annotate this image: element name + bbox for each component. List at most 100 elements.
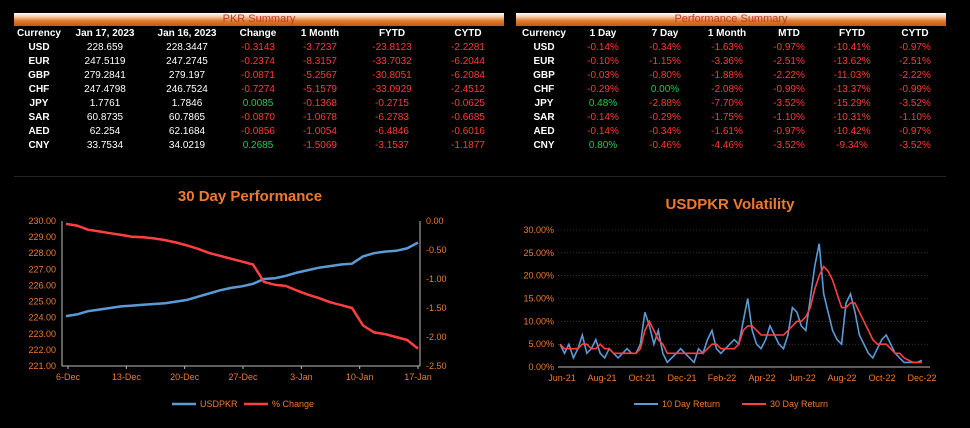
- currency-code: GBP: [533, 69, 555, 81]
- table-row: JPY 0.48% -2.88% -7.70% -3.52% -15.29% -3.52%: [516, 96, 946, 110]
- table-cell: -0.1368: [303, 97, 337, 109]
- y-left-tick-label: 230.00: [28, 216, 56, 226]
- table-row: CHF -0.29% 0.00% -2.08% -0.99% -13.37% -0.99%: [516, 82, 946, 96]
- table-cell: 247.2745: [166, 55, 208, 67]
- y-right-tick-label: -2.50: [426, 361, 447, 371]
- table-cell: 0.2685: [242, 139, 274, 151]
- thirty-day-performance-chart: 221.00 222.00 223.00 224.00 225.00 226.00 227.…: [28, 216, 447, 409]
- table-cell: -1.15%: [649, 55, 681, 67]
- table-cell: -2.2281: [451, 41, 485, 53]
- table-cell: -0.99%: [773, 83, 805, 95]
- table-cell: 279.197: [168, 69, 206, 81]
- currency-code: EUR: [28, 55, 50, 67]
- x-tick-label: Oct-22: [868, 373, 895, 383]
- table-row: CNY 0.80% -0.46% -4.46% -3.52% -9.34% -3.52%: [516, 138, 946, 152]
- table-cell: 228.659: [86, 41, 124, 53]
- pkr-summary-banner: PKR Summary: [14, 13, 504, 26]
- table-cell: -0.03%: [587, 69, 619, 81]
- table-cell: 0.80%: [588, 139, 618, 151]
- table-cell: -0.80%: [649, 69, 681, 81]
- x-tick-label: Aug-21: [587, 373, 616, 383]
- column-header: Currency: [522, 28, 566, 39]
- table-cell: 62.1684: [168, 125, 206, 137]
- y-right-tick-label: -0.50: [426, 245, 447, 255]
- table-cell: -3.7237: [303, 41, 337, 53]
- table-cell: -0.3143: [241, 41, 275, 53]
- currency-code: SAR: [533, 111, 555, 123]
- table-cell: -4.46%: [711, 139, 743, 151]
- table-cell: -1.10%: [773, 111, 805, 123]
- x-tick-label: 3-Jan: [290, 372, 313, 382]
- series-line-10dayreturn: [559, 243, 923, 364]
- table-cell: -11.03%: [833, 69, 871, 81]
- table-cell: -13.62%: [833, 55, 871, 67]
- table-cell: -1.0678: [303, 111, 337, 123]
- table-cell: -0.97%: [773, 125, 805, 137]
- table-cell: -1.1877: [451, 139, 485, 151]
- series-line-usdpkr: [65, 241, 419, 318]
- table-cell: -0.0870: [241, 111, 275, 123]
- performance-summary-table: Currency 1 Day 7 Day 1 Month MTD FYTD CYTD USD…: [516, 27, 946, 152]
- y-tick-label: 30.00%: [523, 225, 554, 235]
- chart2-title: USDPKR Volatility: [665, 196, 795, 213]
- table-cell: -10.31%: [833, 111, 871, 123]
- performance-summary-banner: Performance Summary: [516, 13, 946, 26]
- y-right-tick-label: 0.00: [426, 216, 444, 226]
- y-left-tick-label: 225.00: [28, 297, 56, 307]
- column-header: CYTD: [901, 28, 929, 39]
- table-cell: -3.52%: [773, 97, 805, 109]
- table-row: CHF 247.4798 246.7524 -0.7274 -5.1579 -33.092…: [14, 82, 504, 96]
- table-cell: -1.5069: [303, 139, 337, 151]
- y-left-tick-label: 224.00: [28, 313, 56, 323]
- x-tick-label: 6-Dec: [56, 372, 81, 382]
- x-tick-label: 17-Jan: [404, 372, 432, 382]
- table-cell: 279.2841: [84, 69, 126, 81]
- currency-code: CHF: [533, 83, 555, 95]
- table-cell: 247.4798: [84, 83, 126, 95]
- currency-code: CHF: [28, 83, 50, 95]
- column-header: CYTD: [454, 28, 482, 39]
- table-cell: -0.7274: [241, 83, 275, 95]
- table-row: JPY 1.7761 1.7846 0.0085 -0.1368 -0.2715 -0.06…: [14, 96, 504, 110]
- table-cell: -1.75%: [711, 111, 743, 123]
- table-cell: -0.34%: [649, 41, 681, 53]
- column-header: Currency: [17, 28, 61, 39]
- usdpkr-volatility-chart: 0.00% 5.00% 10.00% 15.00% 20.00% 25.00% 30.00%…: [523, 225, 936, 409]
- table-cell: 60.8735: [86, 111, 124, 123]
- column-header: 7 Day: [651, 28, 679, 39]
- column-header: MTD: [778, 28, 800, 39]
- table-row: AED 62.254 62.1684 -0.0856 -1.0054 -6.4846 -0.…: [14, 124, 504, 138]
- table-cell: 34.0219: [168, 139, 206, 151]
- currency-code: AED: [28, 125, 50, 137]
- table-cell: -33.0929: [372, 83, 412, 95]
- table-cell: -2.08%: [711, 83, 743, 95]
- table-cell: -15.29%: [833, 97, 871, 109]
- table-row: CNY 33.7534 34.0219 0.2685 -1.5069 -3.1537 -1.…: [14, 138, 504, 152]
- pkr-summary-table: Currency Jan 17, 2023 Jan 16, 2023 Change 1 …: [14, 27, 504, 152]
- table-cell: -2.22%: [773, 69, 805, 81]
- table-cell: 228.3447: [166, 41, 208, 53]
- y-right-tick-label: -1.00: [426, 274, 447, 284]
- table-row: USD 228.659 228.3447 -0.3143 -3.7237 -23.8123…: [14, 40, 504, 54]
- y-left-tick-label: 221.00: [28, 361, 56, 371]
- column-header: Jan 16, 2023: [157, 28, 217, 39]
- table-cell: -3.1537: [375, 139, 409, 151]
- y-left-tick-label: 223.00: [28, 329, 56, 339]
- column-header: Change: [239, 28, 277, 39]
- currency-code: CNY: [533, 139, 555, 151]
- x-tick-label: 27-Dec: [228, 372, 258, 382]
- table-cell: -0.6016: [451, 125, 485, 137]
- y-tick-label: 20.00%: [523, 271, 554, 281]
- y-right-tick-label: -2.00: [426, 332, 447, 342]
- y-tick-label: 15.00%: [523, 294, 554, 304]
- table-cell: -0.34%: [649, 125, 681, 137]
- table-cell: -13.37%: [833, 83, 871, 95]
- section-divider: [14, 176, 946, 177]
- table-row: USD -0.14% -0.34% -1.63% -0.97% -10.41% -0.97%: [516, 40, 946, 54]
- table-cell: 1.7846: [171, 97, 203, 109]
- table-cell: -2.51%: [899, 55, 931, 67]
- table-cell: -3.52%: [899, 139, 931, 151]
- table-cell: -1.63%: [711, 41, 743, 53]
- y-left-tick-label: 226.00: [28, 280, 56, 290]
- table-row: GBP -0.03% -0.80% -1.88% -2.22% -11.03% -2.22%: [516, 68, 946, 82]
